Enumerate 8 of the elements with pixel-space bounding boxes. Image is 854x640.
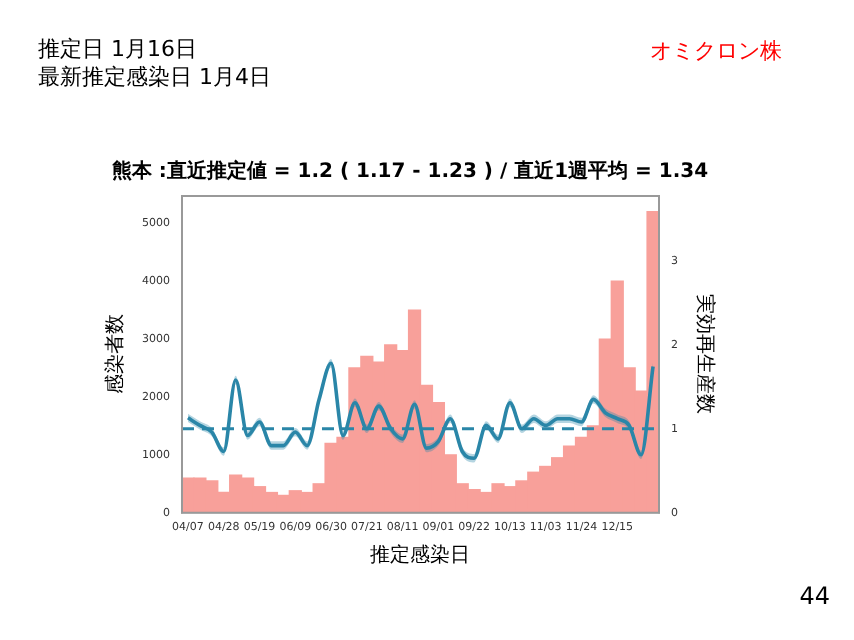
y2-axis-title: 実効再生産数	[692, 294, 717, 415]
text: 推定日 1月16日	[38, 36, 199, 64]
text: 最新推定感染日 1月4日	[38, 64, 271, 92]
text: オミクロン株	[650, 36, 782, 66]
x-axis-title: 推定感染日	[370, 543, 471, 568]
y-axis-title: 感染者数	[103, 314, 128, 395]
chart-title: 熊本 :直近推定値 = 1.2 ( 1.17 - 1.23 ) / 直近1週平均 = 1.34	[111, 159, 709, 184]
text: 44	[799, 582, 830, 610]
